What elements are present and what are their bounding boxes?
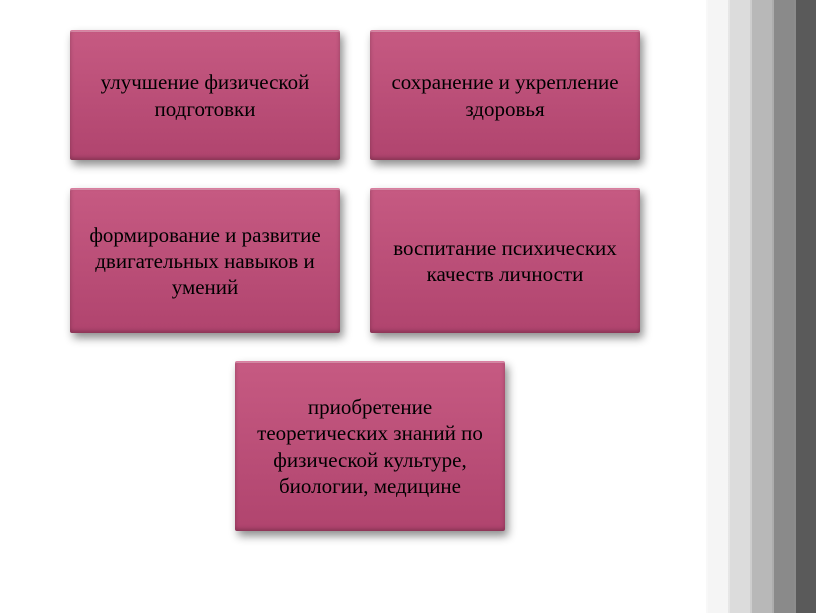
card-text: приобретение теоретических знаний по физ…	[251, 394, 489, 499]
row-3: приобретение теоретических знаний по физ…	[70, 361, 670, 531]
card-physical-training: улучшение физической подготовки	[70, 30, 340, 160]
row-2: формирование и развитие двигательных нав…	[70, 188, 670, 333]
card-theoretical-knowledge: приобретение теоретических знаний по физ…	[235, 361, 505, 531]
card-text: улучшение физической подготовки	[86, 69, 324, 122]
card-health-preservation: сохранение и укрепление здоровья	[370, 30, 640, 160]
card-mental-qualities: воспитание психических качеств личности	[370, 188, 640, 333]
row-1: улучшение физической подготовки сохранен…	[70, 30, 670, 160]
card-text: сохранение и укрепление здоровья	[386, 69, 624, 122]
card-motor-skills: формирование и развитие двигательных нав…	[70, 188, 340, 333]
card-text: формирование и развитие двигательных нав…	[86, 222, 324, 301]
cards-grid: улучшение физической подготовки сохранен…	[70, 30, 670, 559]
card-text: воспитание психических качеств личности	[386, 235, 624, 288]
decorative-sidebar	[706, 0, 816, 613]
